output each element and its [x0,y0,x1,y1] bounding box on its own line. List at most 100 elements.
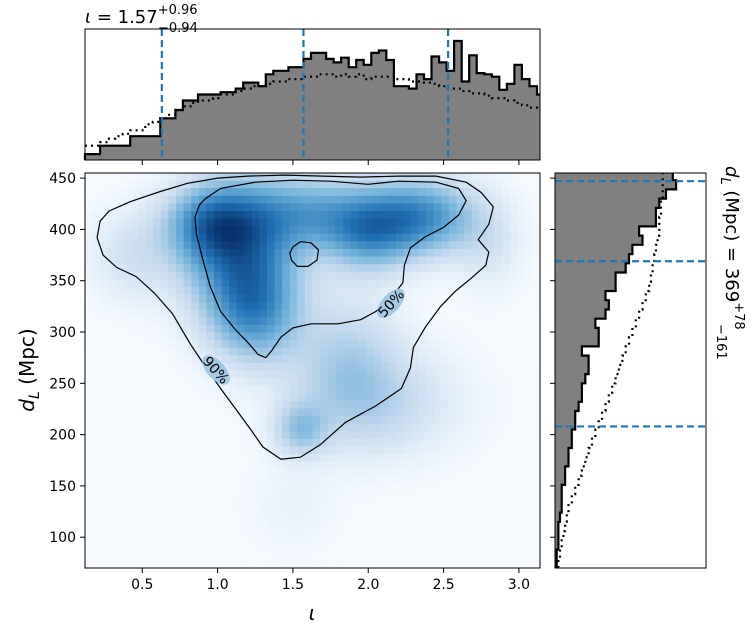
density-cell [335,469,344,478]
density-cell [198,507,207,516]
density-cell [153,180,162,189]
density-cell [388,324,397,334]
density-cell [229,271,238,280]
density-cell [244,438,253,448]
density-cell [168,180,177,189]
density-cell [304,400,314,410]
density-cell [168,514,177,524]
density-cell [524,340,534,349]
density-cell [411,431,420,440]
density-cell [380,408,389,417]
density-cell [433,210,443,220]
density-cell [388,438,397,448]
density-cell [335,492,344,501]
top-histogram-bar [386,60,395,160]
density-cell [312,484,321,493]
density-cell [486,203,496,212]
density-cell [145,264,154,273]
density-cell [532,324,540,334]
density-cell [176,233,185,242]
density-cell [274,514,283,524]
density-cell [259,560,268,568]
density-cell [191,560,200,568]
density-cell [221,332,230,341]
density-cell [342,499,352,508]
density-cell [107,370,116,379]
density-cell [176,355,185,364]
density-cell [327,537,336,546]
density-cell [395,492,405,501]
density-cell [388,195,397,204]
density-cell [213,476,223,486]
density-cell [486,294,496,303]
density-cell [297,264,306,273]
density-cell [289,203,298,212]
density-cell [486,264,496,273]
density-cell [524,317,534,326]
density-cell [213,271,223,280]
density-cell [327,218,336,227]
density-cell [282,492,291,501]
density-cell [532,309,540,318]
density-cell [229,279,238,288]
density-cell [486,423,496,432]
density-cell [517,552,526,562]
density-cell [395,560,405,568]
density-cell [418,560,427,568]
density-cell [153,423,162,432]
density-cell [456,431,465,440]
density-cell [312,362,321,372]
density-cell [464,218,473,227]
density-cell [486,271,496,280]
right-histogram-bar [555,337,599,347]
density-cell [122,484,132,493]
density-cell [282,188,291,197]
density-cell [183,385,192,394]
density-cell [388,173,397,182]
density-cell [297,173,306,182]
density-cell [441,347,450,356]
density-cell [267,400,276,410]
density-cell [304,438,314,448]
density-cell [92,188,101,197]
density-cell [198,438,207,448]
density-cell [342,210,352,220]
density-cell [342,309,352,318]
top-histogram-bar [115,145,124,160]
density-cell [213,188,223,197]
density-cell [183,461,192,470]
density-cell [130,203,139,212]
density-cell [213,461,223,470]
density-cell [327,476,336,486]
density-cell [486,180,496,189]
density-cell [153,332,162,341]
density-cell [449,210,458,220]
density-cell [130,378,139,387]
density-cell [327,332,336,341]
density-cell [229,385,238,394]
density-cell [183,180,192,189]
density-cell [479,438,488,448]
density-cell [85,226,94,235]
density-cell [138,188,147,197]
density-cell [471,400,480,410]
density-cell [350,195,359,204]
density-cell [486,438,496,448]
density-cell [373,226,382,235]
density-cell [350,431,359,440]
x-tick-label: 2.0 [357,577,379,593]
density-cell [320,514,329,524]
density-cell [191,256,200,265]
density-cell [471,340,480,349]
density-cell [502,514,511,524]
density-cell [115,256,124,265]
density-cell [320,218,329,227]
density-cell [289,416,298,425]
density-cell [411,446,420,455]
density-cell [122,560,132,568]
density-cell [464,522,473,531]
density-cell [365,203,374,212]
density-cell [327,324,336,334]
density-cell [138,340,147,349]
density-cell [221,514,230,524]
